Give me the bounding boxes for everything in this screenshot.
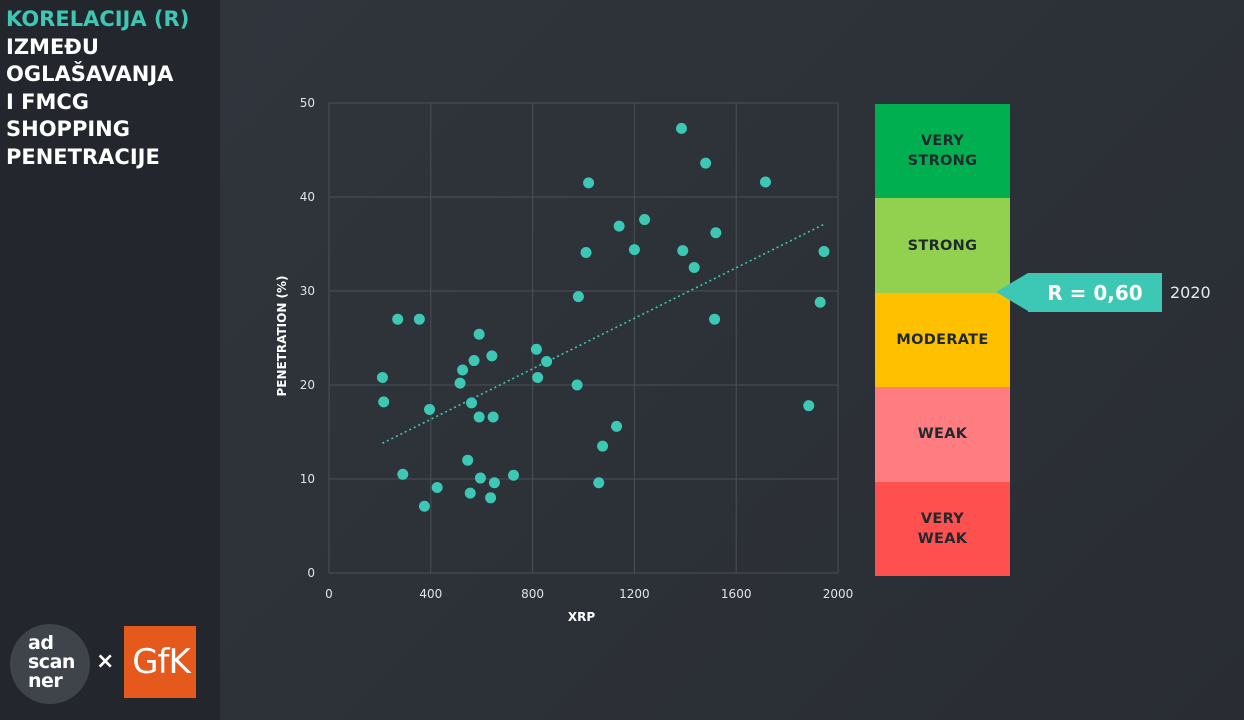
data-point — [473, 411, 485, 423]
x-tick-label: 800 — [521, 587, 544, 601]
data-point — [583, 177, 595, 189]
data-point — [688, 262, 700, 273]
data-point — [424, 403, 436, 415]
data-point — [457, 364, 469, 376]
data-point — [530, 343, 542, 355]
data-point — [473, 328, 485, 340]
data-point — [700, 157, 712, 169]
y-tick-label: 30 — [300, 284, 315, 298]
data-point — [466, 397, 478, 409]
data-point — [593, 477, 605, 489]
scale-band-label: WEAK — [917, 426, 968, 443]
data-point — [675, 122, 687, 134]
y-axis-label: PENETRATION (%) — [275, 275, 289, 396]
data-point — [613, 220, 625, 232]
title-line: PENETRACIJE — [6, 144, 160, 169]
data-point — [397, 468, 409, 480]
data-point — [488, 477, 500, 489]
scale-band-strong: STRONG — [875, 198, 1010, 293]
data-point — [572, 291, 584, 303]
data-point — [454, 377, 466, 389]
x-tick-label: 1200 — [619, 587, 650, 601]
slide-title: KORELACIJA (R) IZMEĐU OGLAŠAVANJA I FMCG… — [6, 6, 216, 171]
gfk-logo: GfK — [124, 626, 196, 698]
data-point — [639, 214, 651, 226]
sidebar: KORELACIJA (R) IZMEĐU OGLAŠAVANJA I FMCG… — [0, 0, 220, 720]
title-accent: KORELACIJA (R) — [6, 7, 190, 31]
logo-separator: × — [96, 649, 115, 674]
x-tick-label: 1600 — [721, 587, 752, 601]
data-point — [474, 472, 486, 484]
data-point — [413, 313, 425, 325]
data-point — [508, 469, 520, 481]
scale-band-moderate: MODERATE — [875, 292, 1010, 388]
result-pointer-arrow — [996, 273, 1028, 311]
gfk-logo-text: GfK — [132, 642, 191, 682]
data-point — [486, 350, 498, 362]
y-tick-label: 40 — [300, 190, 315, 204]
data-point — [541, 356, 553, 367]
data-point — [462, 454, 474, 466]
data-point — [392, 313, 404, 325]
data-point — [485, 492, 497, 504]
data-point — [580, 246, 592, 258]
data-point — [571, 379, 583, 391]
data-point — [814, 296, 826, 308]
data-point — [818, 246, 830, 258]
trendline — [382, 223, 825, 444]
data-point — [418, 500, 430, 512]
data-point — [709, 313, 721, 325]
data-point — [759, 176, 771, 188]
x-tick-label: 400 — [419, 587, 442, 601]
data-point — [597, 440, 609, 452]
data-point — [710, 227, 722, 239]
scale-band-label: VERY STRONG — [907, 133, 978, 170]
data-point — [376, 371, 388, 383]
x-tick-label: 2000 — [823, 587, 854, 601]
scale-band-very-weak: VERY WEAK — [875, 481, 1010, 576]
result-value-box: R = 0,60 — [1028, 273, 1162, 312]
scale-band-label: STRONG — [907, 237, 978, 254]
y-tick-label: 10 — [300, 472, 315, 486]
scale-band-label: VERY WEAK — [917, 510, 968, 547]
y-tick-label: 50 — [300, 96, 315, 110]
data-point — [677, 245, 689, 257]
data-point — [431, 481, 443, 493]
x-axis-label: XRP — [568, 610, 595, 624]
data-point — [803, 400, 815, 412]
data-point — [378, 396, 390, 408]
result-year: 2020 — [1170, 283, 1211, 302]
y-tick-label: 20 — [300, 378, 315, 392]
data-point — [468, 355, 480, 367]
data-point — [464, 487, 476, 499]
adscanner-logo: ad scan ner — [10, 624, 90, 704]
title-line: IZMEĐU — [6, 34, 99, 59]
title-line: SHOPPING — [6, 117, 130, 141]
data-point — [532, 371, 544, 383]
x-tick-label: 0 — [325, 587, 333, 601]
scale-band-weak: WEAK — [875, 387, 1010, 482]
data-point — [628, 244, 640, 256]
correlation-scale: VERY STRONG STRONG MODERATE WEAK VERY WE… — [875, 104, 1010, 576]
title-line: OGLAŠAVANJA — [6, 62, 174, 86]
title-line: I FMCG — [6, 89, 90, 114]
adscanner-logo-text: ad scan ner — [28, 632, 75, 692]
y-tick-label: 0 — [307, 566, 315, 580]
data-point — [611, 420, 623, 432]
scale-band-very-strong: VERY STRONG — [875, 104, 1010, 199]
scale-band-label: MODERATE — [896, 331, 989, 348]
data-point — [487, 411, 499, 423]
main-area — [220, 0, 1244, 720]
